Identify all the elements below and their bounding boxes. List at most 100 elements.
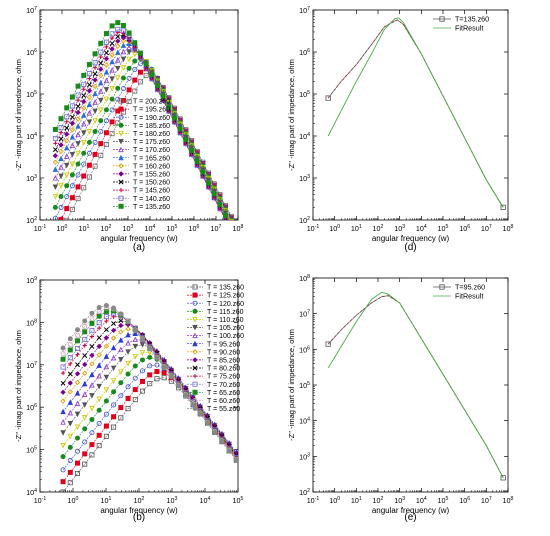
- data-point: [183, 392, 189, 398]
- data-point: [161, 375, 167, 381]
- x-tick-label: 102: [134, 496, 145, 505]
- data-point: [82, 451, 88, 457]
- y-tick-label: 106: [299, 345, 310, 354]
- data-point: [103, 335, 110, 341]
- data-point: [67, 371, 73, 377]
- data-point: [96, 343, 102, 349]
- data-point: [109, 23, 115, 29]
- x-tick-label: 101: [351, 496, 362, 505]
- data-point: [96, 372, 102, 379]
- data-point: [132, 330, 139, 336]
- legend-marker: [118, 122, 124, 128]
- data-point: [69, 183, 75, 189]
- chart-panel-b: 10-1 100 101 102 103 104 105 104 105 106 107 108 109…: [14, 276, 244, 523]
- data-point: [118, 415, 124, 421]
- legend-marker: [118, 188, 124, 193]
- data-point: [120, 56, 127, 63]
- data-point: [75, 116, 81, 122]
- series-1: [327, 291, 504, 479]
- data-point: [126, 98, 132, 104]
- legend-marker: [192, 284, 198, 290]
- y-tick-label: 106: [26, 48, 37, 57]
- data-point: [111, 389, 117, 395]
- data-point: [103, 39, 109, 45]
- data-point: [118, 380, 124, 386]
- data-point: [137, 69, 143, 75]
- data-point: [75, 338, 81, 344]
- data-point: [52, 194, 59, 200]
- data-point: [132, 375, 138, 381]
- x-tick-label: 100: [329, 224, 340, 233]
- data-point: [98, 107, 104, 114]
- data-point: [67, 480, 73, 486]
- data-point: [168, 374, 174, 380]
- data-point: [118, 329, 124, 335]
- data-point: [52, 126, 58, 132]
- data-point: [154, 369, 160, 375]
- data-point: [52, 184, 59, 190]
- legend-marker: [118, 130, 124, 137]
- data-point: [226, 448, 232, 454]
- x-tick-label: 104: [416, 496, 427, 505]
- data-point: [75, 184, 81, 190]
- data-point: [103, 118, 109, 124]
- data-point: [126, 75, 132, 81]
- data-point: [103, 363, 110, 370]
- data-point: [86, 119, 93, 126]
- legend-entry: T = 60.z60: [207, 398, 240, 405]
- data-point: [67, 433, 74, 440]
- data-point: [82, 361, 88, 368]
- y-tick-label: 105: [299, 90, 310, 99]
- data-point: [81, 161, 87, 167]
- data-point: [67, 380, 73, 386]
- data-point: [86, 94, 93, 100]
- data-point: [82, 336, 88, 342]
- data-point: [125, 326, 131, 332]
- legend-entry: T = 120.z60: [207, 301, 244, 308]
- data-point: [81, 81, 87, 87]
- series-line: [55, 50, 230, 220]
- data-point: [69, 161, 76, 168]
- data-point: [60, 467, 66, 473]
- data-point: [139, 337, 145, 343]
- y-axis-label: -Z'' -imag part of impedance, ohm: [287, 59, 296, 171]
- x-axis-label: angular frequency (w): [100, 234, 178, 243]
- data-point: [189, 147, 195, 153]
- data-point: [147, 354, 153, 360]
- legend-marker: [192, 365, 198, 371]
- data-point: [64, 183, 70, 189]
- data-point: [132, 66, 138, 72]
- data-point: [81, 87, 86, 92]
- data-point: [82, 461, 88, 467]
- plot-area: [60, 303, 238, 492]
- legend-entry: T = 140.z60: [133, 196, 170, 203]
- data-point: [166, 104, 172, 110]
- data-point: [126, 44, 132, 50]
- data-point: [132, 40, 138, 46]
- series-line: [62, 352, 237, 456]
- data-point: [82, 426, 88, 432]
- data-point: [69, 142, 76, 149]
- data-point: [161, 370, 167, 376]
- data-point: [92, 151, 98, 157]
- data-point: [103, 107, 109, 113]
- data-point: [120, 75, 126, 81]
- data-point: [98, 40, 104, 46]
- data-point: [115, 26, 121, 32]
- y-axis-label: -Z'' -imag part of impedance, ohm: [14, 330, 23, 442]
- legend-entry: T = 125.z60: [207, 293, 244, 300]
- y-tick-label: 102: [299, 216, 310, 225]
- x-tick-label: 100: [329, 496, 340, 505]
- data-point: [204, 420, 210, 426]
- y-tick-label: 107: [26, 361, 37, 370]
- panel-label: (b): [133, 512, 145, 523]
- data-point: [97, 326, 102, 331]
- data-point: [103, 141, 109, 147]
- x-tick-label: 106: [459, 224, 470, 233]
- x-tick-label: 103: [394, 224, 405, 233]
- data-point: [75, 362, 80, 368]
- legend-entry: FitResult: [455, 292, 483, 301]
- data-point: [74, 424, 81, 430]
- data-point: [63, 172, 70, 178]
- data-point: [75, 435, 81, 441]
